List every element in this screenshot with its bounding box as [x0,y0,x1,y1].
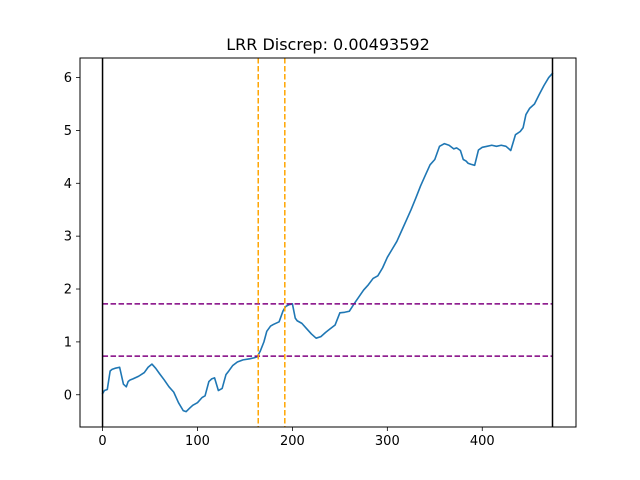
x-tick-label: 100 [185,434,210,449]
x-tick-label: 300 [375,434,400,449]
y-tick-label: 2 [64,283,72,298]
x-tick-label: 0 [98,434,106,449]
y-tick-label: 3 [64,230,72,245]
series-line-0 [101,72,554,413]
chart-title: LRR Discrep: 0.00493592 [226,35,430,54]
plot-frame [79,57,577,428]
x-tick-label: 200 [280,434,305,449]
y-tick-label: 0 [64,388,72,403]
y-tick-label: 6 [64,71,72,86]
y-tick-label: 5 [64,124,72,139]
y-tick-label: 4 [64,177,72,192]
x-tick-label: 400 [470,434,495,449]
y-tick-label: 1 [64,335,72,350]
